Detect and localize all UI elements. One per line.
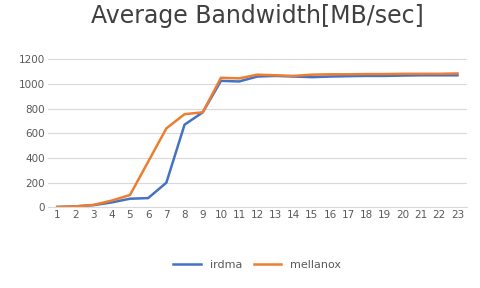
irdma (326, 75, 332, 78)
irdma (127, 197, 132, 200)
irdma (254, 75, 260, 78)
irdma (54, 205, 60, 209)
Line: irdma: irdma (57, 75, 456, 207)
irdma (72, 205, 78, 208)
mellanox (254, 73, 260, 76)
irdma (145, 196, 151, 200)
irdma (217, 79, 223, 83)
mellanox (381, 72, 387, 76)
Line: mellanox: mellanox (57, 73, 456, 207)
mellanox (454, 72, 459, 75)
mellanox (54, 205, 60, 209)
mellanox (217, 76, 223, 79)
Legend: irdma, mellanox: irdma, mellanox (168, 255, 345, 274)
irdma (200, 111, 205, 114)
mellanox (236, 77, 241, 80)
irdma (272, 74, 278, 78)
mellanox (417, 72, 423, 75)
mellanox (181, 112, 187, 116)
mellanox (290, 74, 296, 78)
irdma (363, 74, 369, 78)
irdma (91, 203, 96, 207)
mellanox (108, 199, 114, 202)
irdma (181, 123, 187, 126)
irdma (435, 73, 441, 77)
mellanox (200, 111, 205, 114)
mellanox (72, 205, 78, 208)
mellanox (272, 73, 278, 77)
Title: Average Bandwidth[MB/sec]: Average Bandwidth[MB/sec] (91, 4, 423, 29)
mellanox (127, 193, 132, 197)
irdma (236, 80, 241, 83)
irdma (163, 181, 169, 184)
mellanox (435, 72, 441, 75)
mellanox (326, 73, 332, 76)
mellanox (363, 72, 369, 76)
irdma (308, 75, 314, 79)
irdma (417, 73, 423, 77)
irdma (399, 74, 405, 77)
irdma (381, 74, 387, 78)
irdma (345, 74, 350, 78)
irdma (108, 201, 114, 204)
mellanox (91, 203, 96, 206)
mellanox (345, 73, 350, 76)
irdma (454, 73, 459, 77)
mellanox (308, 73, 314, 76)
irdma (290, 75, 296, 78)
mellanox (399, 72, 405, 75)
mellanox (163, 127, 169, 130)
mellanox (145, 160, 151, 163)
